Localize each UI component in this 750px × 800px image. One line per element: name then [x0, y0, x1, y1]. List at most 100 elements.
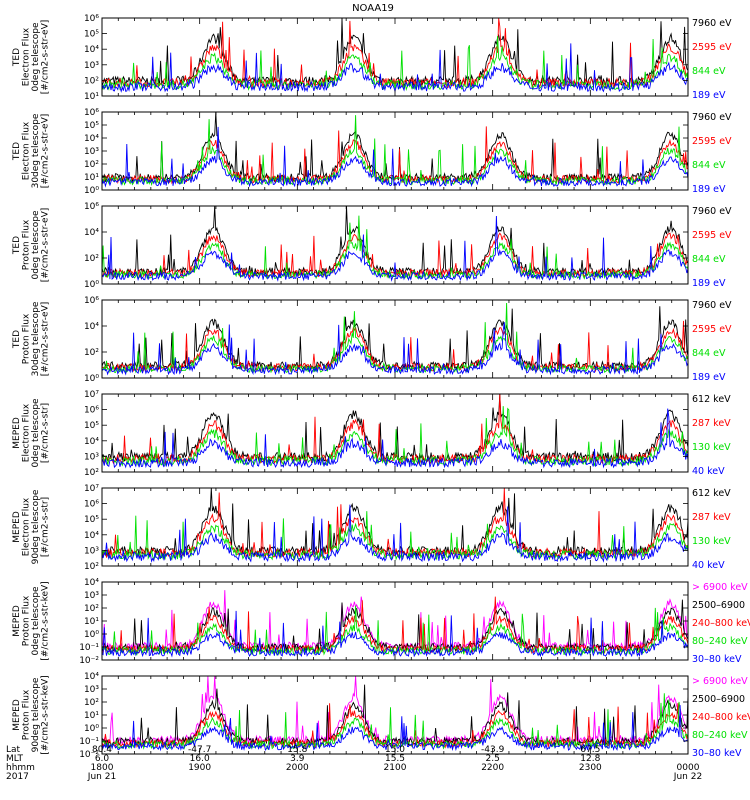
legend-entry: 30–80 keV: [692, 654, 742, 665]
y-axis-label: MEPED Proton Flux 90deg telescope [#/cm2-s-…: [12, 675, 51, 754]
legend-entry: 287 keV: [692, 512, 731, 523]
legend-entry: 240–800 keV: [692, 712, 750, 723]
y-tick-label: 10⁴: [84, 578, 99, 588]
y-tick-label: 10³: [84, 61, 99, 71]
y-tick-label: 10⁷: [84, 390, 99, 400]
y-tick-label: 10¹: [84, 92, 99, 102]
y-axis-label-line: MEPED: [12, 699, 22, 731]
y-axis-label-line: MEPED: [12, 605, 22, 637]
y-tick-label: 10⁰: [84, 630, 99, 640]
series-line-7-1: [101, 590, 689, 652]
y-tick-label: 10³: [84, 685, 99, 695]
legend-entry: 2500–6900: [692, 600, 745, 611]
y-tick-label: 10²: [84, 254, 99, 264]
y-tick-label: 10⁵: [84, 515, 99, 525]
series-line-6-2: [101, 487, 689, 559]
series-line-8-1: [101, 675, 689, 746]
y-tick-label: 10¹: [84, 617, 99, 627]
ephemeris-lat: 80.4: [92, 745, 112, 755]
ephemeris-mlt: 2.5: [486, 754, 500, 764]
panel-1: 10¹ 10² 10³ 10⁴ 10⁵ 10⁶ TED Electron Flux 0deg t…: [12, 14, 732, 102]
y-axis-label-line: Electron Flux: [21, 121, 31, 180]
ephemeris-lat: 15.8: [287, 745, 307, 755]
panel-6: 10² 10³ 10⁴ 10⁵ 10⁶ 10⁷ MEPED Electron Flux 90de…: [12, 484, 731, 572]
legend-entry: 80–240 keV: [692, 636, 748, 647]
panel-7: 10⁻² 10⁻¹ 10⁰ 10¹ 10² 10³ 10⁴ MEPED Proton Flux 0…: [12, 578, 750, 666]
panel-4: 10⁰ 10² 10⁴ 10⁶ TED Proton Flux 30deg telescop…: [12, 296, 732, 384]
y-tick-label: 10⁰: [84, 186, 99, 196]
legend-entry: 844 eV: [692, 160, 726, 171]
y-axis-label: TED Electron Flux 0deg telescope [#/cm2-s-s…: [12, 20, 51, 95]
y-axis-label-line: 0deg telescope: [31, 22, 41, 92]
y-axis-label-line: TED: [12, 330, 22, 349]
y-tick-label: 10⁴: [84, 322, 99, 332]
legend-entry: 189 eV: [692, 278, 726, 289]
y-axis-label-line: TED: [12, 48, 22, 67]
legend-entry: 189 eV: [692, 184, 726, 195]
y-axis-label-line: TED: [12, 142, 22, 161]
y-axis-label-line: Proton Flux: [21, 595, 31, 646]
y-tick-label: 10⁷: [84, 484, 99, 494]
legend-entry: 240–800 keV: [692, 618, 750, 629]
legend-entry: 2595 eV: [692, 136, 732, 147]
y-tick-label: 10⁶: [84, 500, 99, 510]
y-tick-label: 10⁴: [84, 228, 99, 238]
y-axis-label-line: Proton Flux: [21, 219, 31, 270]
y-axis-label-line: [#/cm2-s-str-eV]: [40, 208, 50, 283]
legend-entry: 130 keV: [692, 536, 731, 547]
panel-5: 10² 10³ 10⁴ 10⁵ 10⁶ 10⁷ MEPED Electron Flux 0deg…: [12, 390, 731, 478]
y-axis-label-line: Electron Flux: [21, 497, 31, 556]
series-line-6-4: [101, 504, 689, 563]
y-tick-label: 10¹: [84, 173, 99, 183]
y-tick-label: 10²: [84, 468, 99, 478]
y-tick-label: 10⁴: [84, 437, 99, 447]
ephemeris-row-label: MLT: [6, 754, 24, 764]
y-axis-label: TED Proton Flux 30deg telescope [#/cm2-s-st…: [12, 301, 51, 376]
legend-entry: 7960 eV: [692, 18, 732, 29]
y-axis-label: MEPED Proton Flux 0deg telescope [#/cm2-s-s…: [12, 581, 51, 660]
y-axis-label-line: MEPED: [12, 417, 22, 449]
legend-entry: 189 eV: [692, 372, 726, 383]
y-tick-label: 10⁻¹: [79, 643, 99, 653]
legend-entry: 40 keV: [692, 466, 725, 477]
series-line-4-1: [101, 306, 689, 371]
y-tick-label: 10³: [84, 546, 99, 556]
ephemeris-lat: 67.5: [580, 745, 600, 755]
ephemeris-hhmm: 2200: [481, 763, 504, 773]
legend-entry: 612 keV: [692, 488, 731, 499]
y-tick-label: 10²: [84, 698, 99, 708]
series-line-3-2: [101, 232, 689, 279]
y-axis-label: TED Electron Flux 30deg telescope [#/cm2-s-…: [12, 113, 51, 188]
y-axis-label: MEPED Electron Flux 0deg telescope [#/cm2-s…: [12, 398, 51, 468]
ephemeris-hhmm: 1800: [91, 763, 114, 773]
panel-2: 10⁰ 10¹ 10² 10³ 10⁴ 10⁵ 10⁶ TED Electron Flux 30d…: [12, 108, 732, 196]
series-line-2-1: [101, 111, 689, 183]
y-axis-label-line: Proton Flux: [21, 313, 31, 364]
ephemeris-hhmm: 2300: [579, 763, 602, 773]
series-line-7-3: [101, 596, 689, 655]
ephemeris-hhmm: 0000: [677, 763, 700, 773]
y-tick-label: 10⁶: [84, 202, 99, 212]
y-axis-label: MEPED Electron Flux 90deg telescope [#/cm2-…: [12, 489, 51, 564]
ephemeris-hhmm: 1900: [188, 763, 211, 773]
y-axis-label-line: MEPED: [12, 511, 22, 543]
series-line-5-4: [101, 408, 689, 469]
ephemeris-hhmm: 2000: [286, 763, 309, 773]
y-axis-label-line: [#/cm2-s-str]: [40, 403, 50, 463]
y-tick-label: 10¹: [84, 711, 99, 721]
y-tick-label: 10⁰: [84, 374, 99, 384]
figure-title: NOAA19: [352, 3, 394, 14]
y-axis-label-line: [#/cm2-s-str-keV]: [40, 581, 50, 660]
legend-entry: 2595 eV: [692, 324, 732, 335]
ephemeris-row-label: Lat: [6, 745, 21, 755]
series-line-3-3: [101, 215, 689, 280]
ephemeris-date: Jun 22: [673, 772, 702, 782]
y-tick-label: 10⁴: [84, 134, 99, 144]
y-axis-label-line: Proton Flux: [21, 689, 31, 740]
y-axis-label-line: [#/cm2-s-str-eV]: [40, 114, 50, 189]
y-axis-label-line: 30deg telescope: [31, 301, 41, 376]
y-tick-label: 10⁰: [84, 724, 99, 734]
y-tick-label: 10⁶: [84, 296, 99, 306]
